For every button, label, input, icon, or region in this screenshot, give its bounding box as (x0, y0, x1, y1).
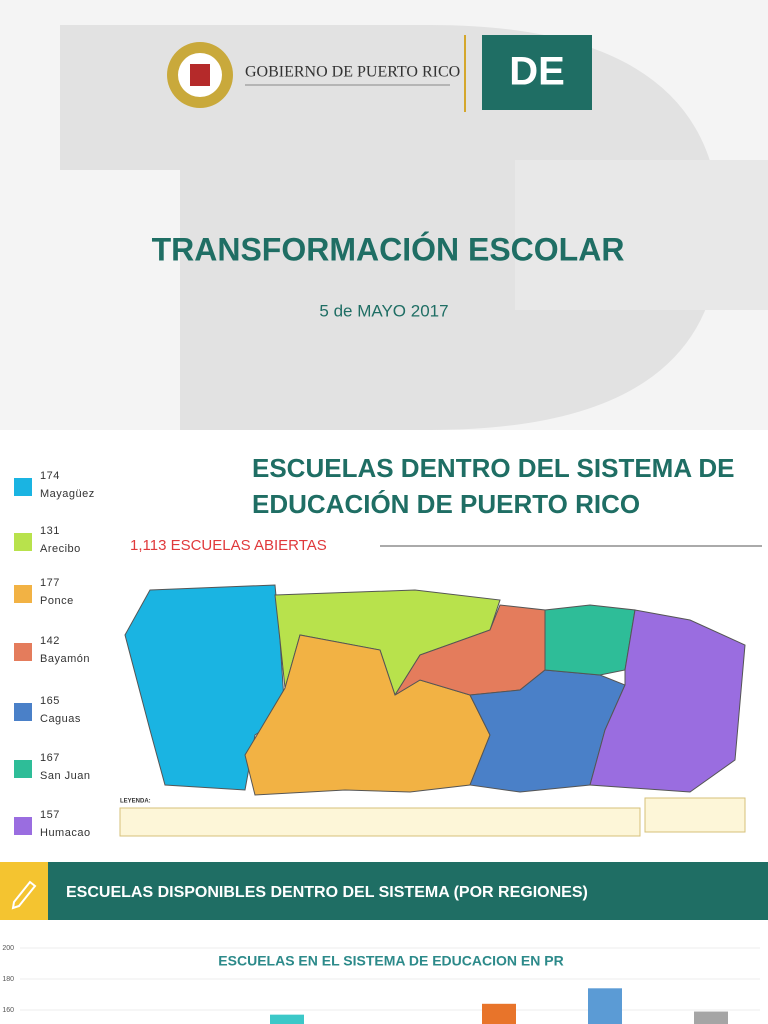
de-logo-text: DE (509, 50, 565, 94)
legend-text: 157 (40, 809, 60, 821)
map-key (119, 807, 641, 837)
legend-swatch (14, 760, 32, 778)
bar (270, 1014, 304, 1024)
banner: ESCUELAS DISPONIBLES DENTRO DEL SISTEMA … (0, 862, 768, 920)
title: TRANSFORMACIÓN ESCOLAR (152, 231, 625, 267)
map-table (644, 797, 746, 833)
legend-swatch (14, 585, 32, 603)
legend-text: San Juan (40, 770, 91, 782)
banner-bg (0, 862, 768, 920)
legend-item: 167 San Juan (14, 752, 104, 788)
map-subtitle: 1,113 ESCUELAS ABIERTAS (130, 537, 327, 554)
legend-swatch (14, 703, 32, 721)
map-title: EDUCACIÓN DE PUERTO RICO (252, 489, 640, 519)
legend-text: 177 (40, 577, 60, 589)
header: GOBIERNO DE PUERTO RICO DE TRANSFORMACIÓ… (0, 0, 768, 430)
map-title: ESCUELAS DENTRO DEL SISTEMA DE (252, 453, 735, 483)
chart: ESCUELAS EN EL SISTEMA DE EDUCACION EN P… (2, 945, 760, 1024)
watermark (60, 25, 720, 430)
banner-text: ESCUELAS DISPONIBLES DENTRO DEL SISTEMA … (66, 884, 588, 901)
legend-item: 142 Bayamón (14, 635, 104, 671)
watermark (515, 160, 768, 310)
de-logo (482, 35, 592, 110)
date: 5 de MAYO 2017 (319, 301, 448, 320)
map (124, 584, 746, 796)
legend-text: Humacao (40, 827, 91, 839)
legend-text: 131 (40, 525, 60, 537)
legend-text: 167 (40, 752, 60, 764)
legend-item: 131 Arecibo (14, 525, 104, 561)
map-section: ESCUELAS DENTRO DEL SISTEMA DE EDUCACIÓN… (119, 453, 762, 837)
map-region (544, 604, 636, 676)
legend-swatch (14, 643, 32, 661)
y-tick-label: 200 (2, 945, 14, 952)
bar (694, 1011, 728, 1024)
legend-text: 165 (40, 695, 60, 707)
seal-shield (190, 64, 210, 86)
bar (482, 1003, 516, 1024)
gov-name: GOBIERNO DE PUERTO RICO (245, 64, 460, 81)
legend-item: 177 Ponce (14, 577, 104, 613)
legend-text: Caguas (40, 713, 81, 725)
legend-text: Mayagüez (40, 488, 95, 500)
map-region (589, 609, 746, 793)
legend-swatch (14, 478, 32, 496)
legend-item: 157 Humacao (14, 809, 104, 845)
bar (588, 988, 622, 1024)
legend-swatch (14, 817, 32, 835)
legend-text: 174 (40, 470, 60, 482)
pencil-icon (11, 880, 37, 910)
legend-text: Ponce (40, 595, 74, 607)
legend-text: Arecibo (40, 543, 81, 555)
y-tick-label: 160 (2, 1007, 14, 1014)
legend-item: 174 Mayagüez (14, 470, 104, 506)
legend-swatch (14, 533, 32, 551)
legend-text: Bayamón (40, 653, 90, 665)
chart-title: ESCUELAS EN EL SISTEMA DE EDUCACION EN P… (218, 953, 563, 969)
legend-item: 165 Caguas (14, 695, 104, 731)
y-tick-label: 180 (2, 976, 14, 983)
legend-title: LEYENDA: (120, 799, 151, 805)
legend-text: 142 (40, 635, 60, 647)
watermark-gap (60, 170, 180, 430)
